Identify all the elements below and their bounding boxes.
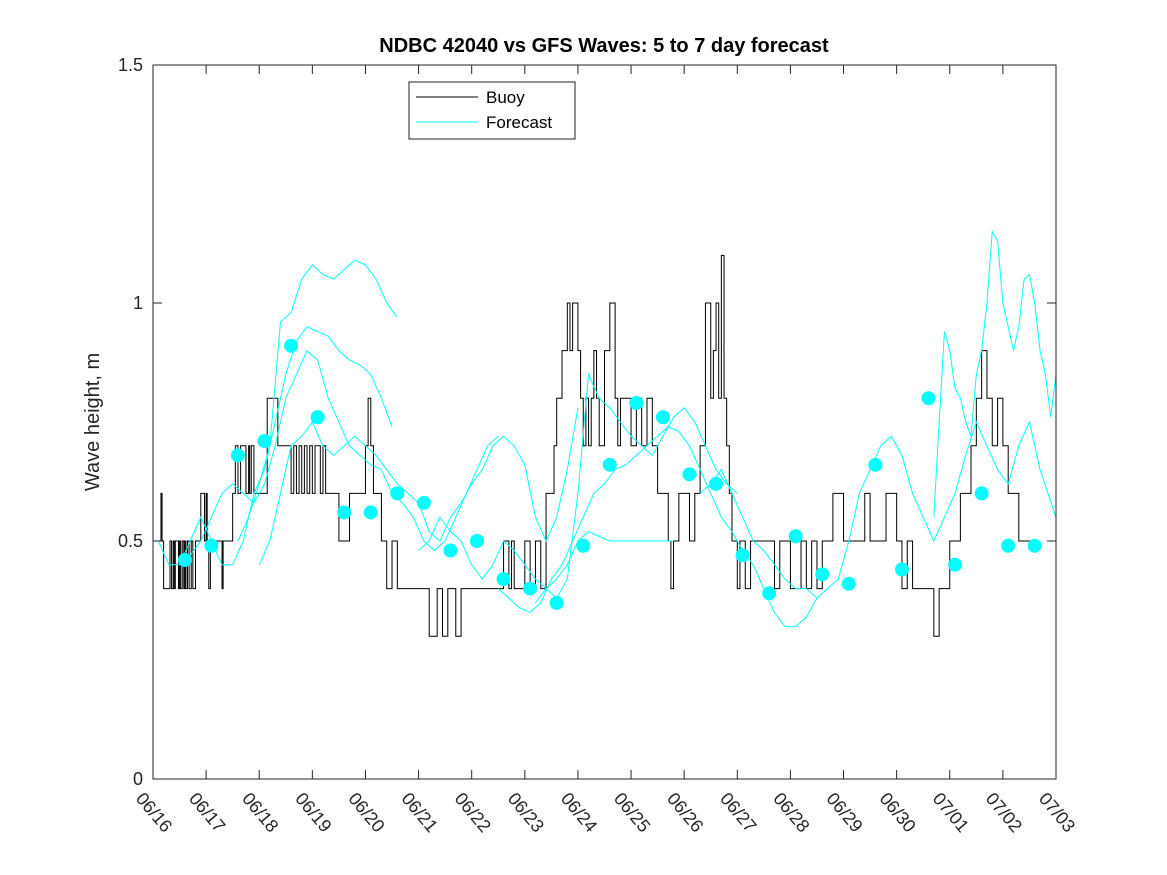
plot-area: 06/16 06/17 06/18 06/19 06/20 06/21 06/22 06/23… bbox=[118, 55, 1079, 836]
x-tick-label: 07/03 bbox=[1035, 789, 1079, 836]
legend: Buoy Forecast bbox=[408, 81, 576, 140]
y-tick-label: 0 bbox=[133, 769, 143, 789]
y-axis-label: Wave height, m bbox=[82, 353, 104, 491]
forecast-trace-5 bbox=[418, 372, 738, 599]
x-tick-label: 06/30 bbox=[876, 789, 920, 836]
forecast-marker-17 bbox=[602, 457, 617, 472]
forecast-marker-7 bbox=[337, 505, 352, 520]
x-tick-label: 06/27 bbox=[716, 789, 760, 836]
y-tick-label: 1.5 bbox=[118, 55, 143, 75]
forecast-marker-13 bbox=[496, 572, 511, 587]
forecast-trace-1 bbox=[157, 326, 393, 566]
forecast-marker-18 bbox=[629, 395, 644, 410]
forecast-marker-2 bbox=[204, 538, 219, 553]
chart-title: NDBC 42040 vs GFS Waves: 5 to 7 day fore… bbox=[379, 35, 829, 57]
forecast-marker-5 bbox=[284, 338, 299, 353]
forecast-marker-33 bbox=[1027, 538, 1042, 553]
x-tick-label: 07/02 bbox=[982, 789, 1026, 836]
series-layer bbox=[153, 229, 1057, 637]
forecast-trace-3 bbox=[179, 349, 499, 566]
x-tick-label: 06/23 bbox=[504, 789, 548, 836]
x-tick-label: 06/22 bbox=[451, 789, 495, 836]
legend-forecast-label: Forecast bbox=[486, 113, 552, 132]
forecast-marker-8 bbox=[363, 505, 378, 520]
y-tick-label: 0.5 bbox=[118, 531, 143, 551]
forecast-marker-14 bbox=[523, 581, 538, 596]
forecast-marker-10 bbox=[416, 495, 431, 510]
forecast-trace-9 bbox=[933, 229, 1057, 518]
x-tick-label: 06/25 bbox=[610, 789, 654, 836]
x-tick-label: 06/20 bbox=[344, 789, 388, 836]
x-tick-label: 06/28 bbox=[769, 789, 813, 836]
forecast-marker-9 bbox=[390, 486, 405, 501]
legend-buoy-label: Buoy bbox=[486, 88, 525, 107]
forecast-marker-30 bbox=[948, 557, 963, 572]
forecast-marker-25 bbox=[815, 567, 830, 582]
forecast-marker-22 bbox=[735, 548, 750, 563]
forecast-trace-7 bbox=[535, 530, 674, 604]
forecast-marker-6 bbox=[310, 410, 325, 425]
x-tick-label: 06/18 bbox=[238, 789, 282, 836]
legend-box bbox=[408, 81, 576, 140]
forecast-marker-23 bbox=[762, 586, 777, 601]
forecast-marker-27 bbox=[868, 457, 883, 472]
x-tick-label: 06/17 bbox=[185, 789, 229, 836]
forecast-marker-12 bbox=[470, 534, 485, 548]
x-tick-label: 07/01 bbox=[929, 789, 973, 836]
forecast-trace-8 bbox=[699, 420, 1057, 599]
y-tick-label: 1 bbox=[133, 293, 143, 313]
forecast-marker-31 bbox=[974, 486, 989, 501]
forecast-marker-11 bbox=[443, 543, 458, 558]
forecast-marker-19 bbox=[655, 410, 670, 425]
forecast-marker-15 bbox=[549, 595, 564, 610]
buoy-series-line bbox=[153, 254, 1035, 637]
x-tick-label: 06/16 bbox=[132, 789, 176, 836]
x-tick-label: 06/19 bbox=[291, 789, 335, 836]
x-tick-label: 06/29 bbox=[822, 789, 866, 836]
forecast-marker-28 bbox=[894, 562, 909, 577]
forecast-marker-16 bbox=[576, 538, 591, 553]
forecast-trace-6 bbox=[497, 426, 818, 628]
x-tick-label: 06/26 bbox=[663, 789, 707, 836]
x-tick-label: 06/24 bbox=[557, 789, 601, 836]
forecast-marker-1 bbox=[177, 553, 192, 568]
x-tick-label: 06/21 bbox=[398, 789, 442, 836]
forecast-trace-2 bbox=[237, 259, 398, 542]
forecast-marker-32 bbox=[1001, 538, 1016, 553]
forecast-marker-4 bbox=[257, 434, 272, 449]
axes-box bbox=[152, 64, 1057, 780]
forecast-marker-29 bbox=[921, 391, 936, 406]
forecast-marker-3 bbox=[230, 448, 245, 463]
forecast-marker-24 bbox=[788, 529, 803, 544]
forecast-marker-20 bbox=[682, 467, 697, 482]
forecast-marker-21 bbox=[709, 476, 724, 491]
forecast-marker-26 bbox=[841, 576, 856, 591]
